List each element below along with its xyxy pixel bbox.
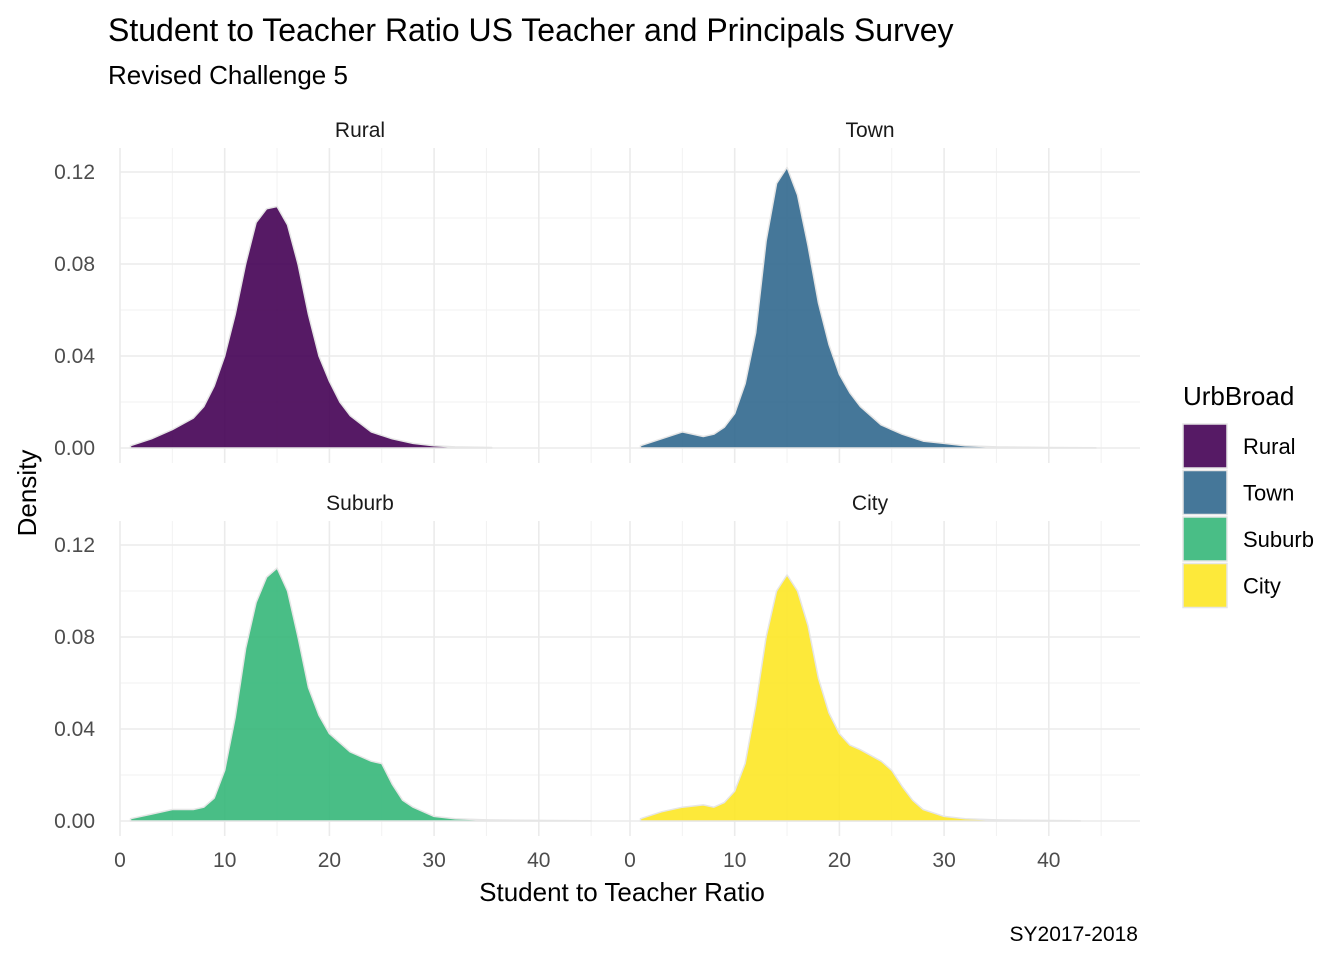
facet-label-city: City	[852, 492, 889, 515]
y-tick-label: 0.08	[54, 626, 95, 649]
x-tick-label: 20	[318, 849, 341, 872]
x-axis-title: Student to Teacher Ratio	[479, 877, 765, 907]
chart-caption: SY2017-2018	[1010, 923, 1138, 946]
facet-label-rural: Rural	[335, 119, 385, 142]
legend-label-suburb: Suburb	[1243, 527, 1314, 552]
legend-key-suburb	[1182, 516, 1228, 562]
x-tick-label: 40	[1037, 849, 1060, 872]
legend-key-city	[1182, 562, 1228, 609]
density-area-town	[639, 166, 1097, 449]
y-tick-label: 0.08	[54, 253, 95, 276]
y-tick-label: 0.00	[54, 810, 95, 833]
x-tick-label: 10	[213, 849, 236, 872]
y-tick-label: 0.04	[54, 345, 95, 368]
panel-town: Town	[629, 119, 1140, 463]
facet-panels: Rural 0.00 0.04 0.08 0.12 Town Suburb 0.00 0.04 0…	[54, 119, 1140, 872]
legend-label-town: Town	[1243, 481, 1294, 506]
legend-key-rural	[1182, 423, 1228, 469]
density-area-city	[639, 574, 1081, 822]
x-tick-label: 20	[828, 849, 851, 872]
panel-rural: Rural 0.00 0.04 0.08 0.12	[54, 119, 630, 463]
y-tick-label: 0.12	[54, 161, 95, 184]
facet-label-suburb: Suburb	[326, 492, 394, 515]
x-tick-label: 10	[723, 849, 746, 872]
legend-key-town	[1182, 469, 1228, 516]
legend-label-rural: Rural	[1243, 434, 1296, 459]
x-tick-label: 0	[114, 849, 126, 872]
density-area-suburb	[129, 567, 592, 822]
legend-label-city: City	[1243, 574, 1281, 599]
legend: UrbBroad Rural Town Suburb City	[1182, 381, 1314, 609]
panel-suburb: Suburb 0.00 0.04 0.08 0.12 0 10 20 30 40	[54, 492, 630, 872]
density-area-rural	[129, 205, 493, 449]
y-axis-title: Density	[12, 450, 42, 537]
x-tick-label: 30	[422, 849, 445, 872]
legend-title: UrbBroad	[1183, 381, 1294, 411]
y-tick-label: 0.04	[54, 718, 95, 741]
chart-subtitle: Revised Challenge 5	[108, 60, 348, 90]
facet-label-town: Town	[845, 119, 894, 142]
panel-city: City 0 10 20 30 40	[624, 492, 1140, 872]
y-tick-label: 0.00	[54, 437, 95, 460]
x-tick-label: 0	[624, 849, 636, 872]
chart-title: Student to Teacher Ratio US Teacher and …	[108, 12, 954, 48]
x-tick-label: 40	[527, 849, 550, 872]
x-tick-label: 30	[932, 849, 955, 872]
y-tick-label: 0.12	[54, 534, 95, 557]
